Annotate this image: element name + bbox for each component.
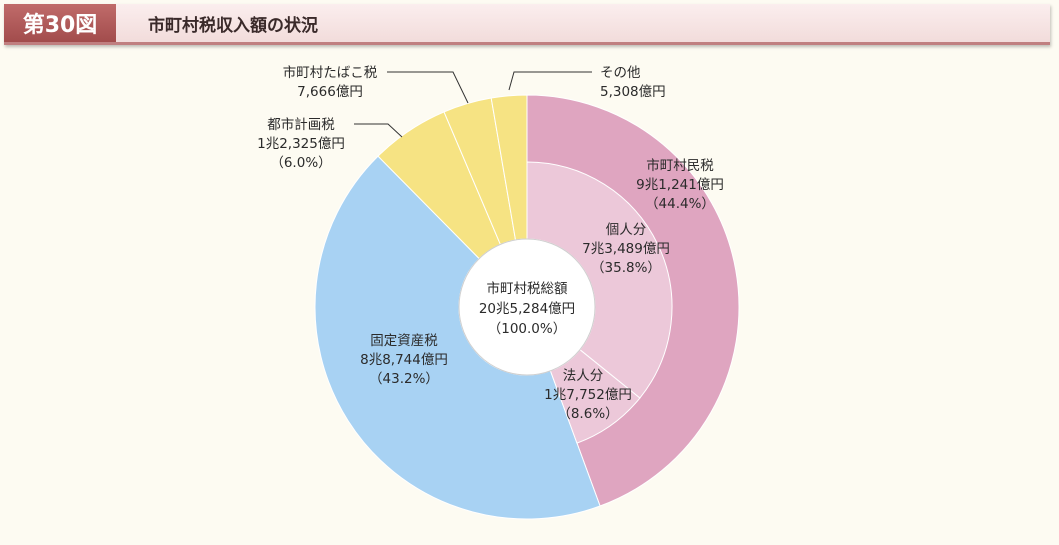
- figure-header: 第30図 市町村税収入額の状況: [4, 4, 1050, 45]
- label-city-planning-amount: 1兆2,325億円: [257, 136, 345, 152]
- label-city-planning-share: （6.0%）: [270, 155, 331, 171]
- center-label-title: 市町村税総額: [487, 280, 568, 297]
- label-fixed-asset-share: （43.2%）: [369, 371, 439, 387]
- label-tobacco-name: 市町村たばこ税: [283, 64, 378, 81]
- label-municipal-resident-amount: 9兆1,241億円: [636, 177, 724, 193]
- leader-line-city-planning: [354, 123, 403, 138]
- label-corporate-share: （8.6%）: [557, 406, 618, 422]
- center-label-total: 20兆5,284億円: [479, 301, 575, 317]
- leader-line-tobacco: [387, 71, 469, 104]
- label-other-name: その他: [600, 65, 641, 81]
- label-fixed-asset-amount: 8兆8,744億円: [360, 352, 448, 368]
- label-individual-share: （35.8%）: [591, 260, 661, 276]
- label-corporate-name: 法人分: [563, 368, 604, 384]
- center-hole: [458, 238, 596, 376]
- label-municipal-resident-name: 市町村民税: [646, 157, 714, 174]
- label-tobacco-amount: 7,666億円: [297, 84, 363, 100]
- label-municipal-resident-share: （44.4%）: [645, 196, 715, 212]
- center-label-share: （100.0%）: [488, 321, 566, 337]
- label-individual-name: 個人分: [606, 222, 647, 238]
- figure-number: 第30図: [4, 4, 116, 42]
- label-fixed-asset-name: 固定資産税: [370, 333, 438, 349]
- label-other-amount: 5,308億円: [600, 84, 666, 100]
- leader-line-other: [508, 71, 592, 91]
- figure-title: 市町村税収入額の状況: [148, 15, 318, 36]
- label-corporate-amount: 1兆7,752億円: [544, 387, 632, 403]
- label-city-planning-name: 都市計画税: [267, 116, 335, 133]
- label-individual-amount: 7兆3,489億円: [582, 241, 670, 257]
